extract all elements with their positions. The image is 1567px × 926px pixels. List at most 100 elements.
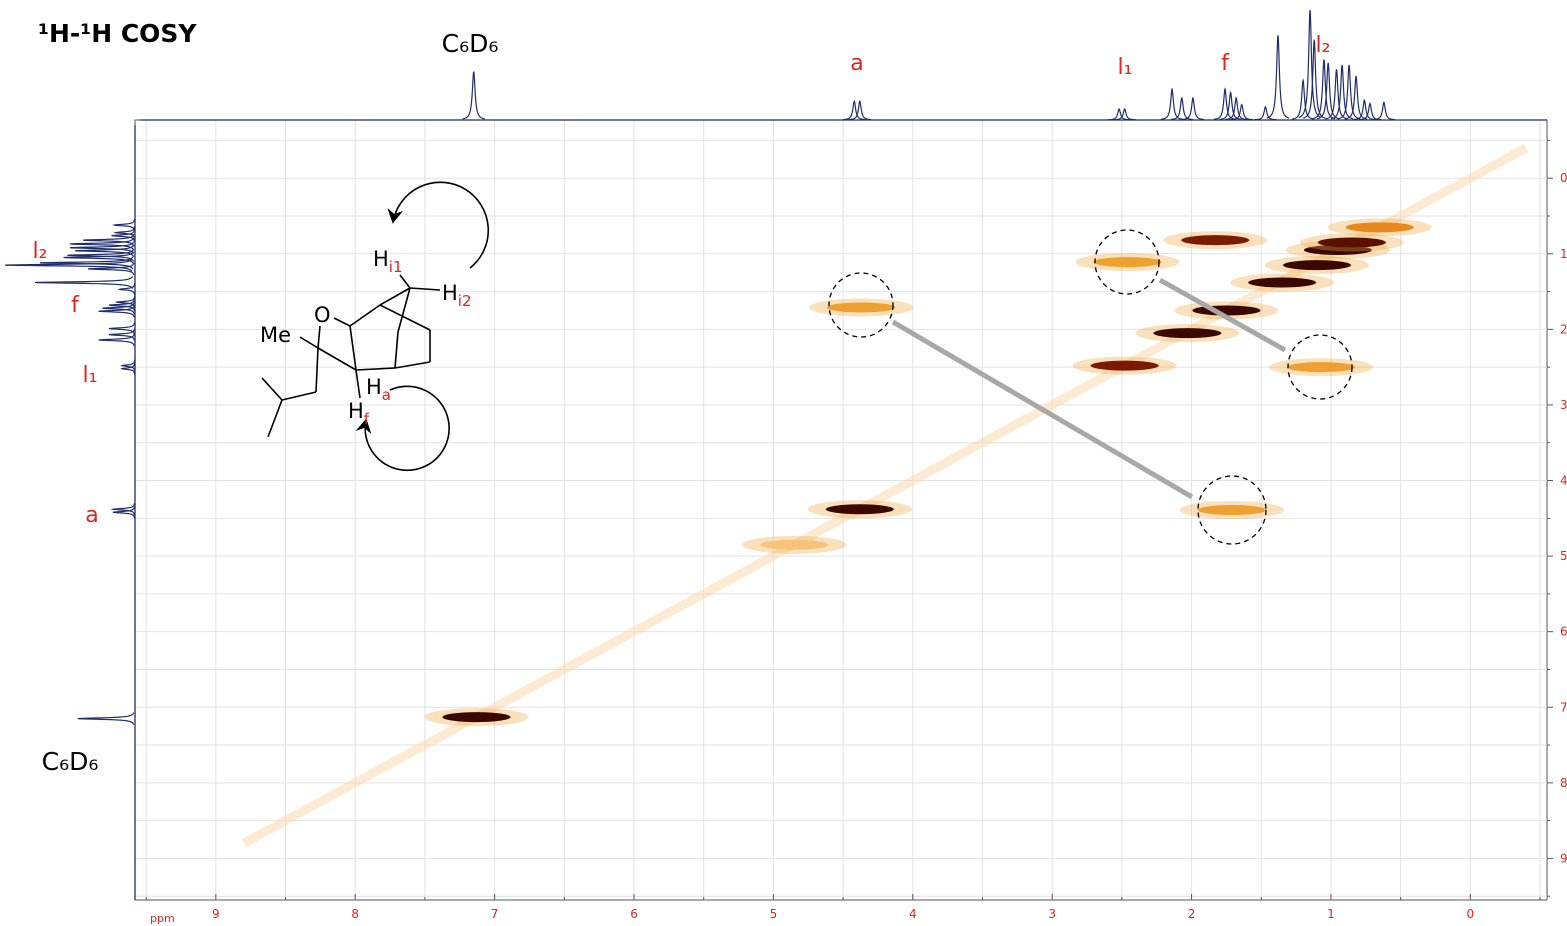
top-trace-peak xyxy=(848,100,872,121)
molecule xyxy=(261,181,490,472)
y-tick-label: 5 xyxy=(1560,549,1567,563)
peak xyxy=(442,712,511,723)
x-tick-label: 6 xyxy=(630,907,638,921)
top-trace-peak xyxy=(1213,87,1237,120)
connector xyxy=(891,319,1194,500)
top-trace-peak xyxy=(1107,108,1131,121)
peak-annotation: l₂ xyxy=(33,239,48,264)
left-trace-peak xyxy=(108,328,136,341)
top-trace-peak xyxy=(1254,105,1277,121)
top-trace-peak xyxy=(1337,64,1361,120)
y-tick-label: 1 xyxy=(1560,247,1567,261)
connector xyxy=(1158,277,1287,353)
x-tick-label: 8 xyxy=(351,907,359,921)
peak xyxy=(1317,237,1386,248)
top-trace-peak xyxy=(1353,98,1376,121)
atom-sub: i1 xyxy=(389,258,403,276)
left-trace-peak xyxy=(82,233,135,247)
atom-label: Ha xyxy=(366,375,391,404)
peak-annotation: a xyxy=(850,51,863,76)
top-trace-peak xyxy=(1266,35,1290,119)
atom-sub: i2 xyxy=(458,292,472,310)
peak-annotation: l₂ xyxy=(1316,33,1331,58)
top-trace-peak xyxy=(1160,87,1184,120)
top-trace-peak xyxy=(843,100,866,121)
peak xyxy=(1303,245,1372,255)
top-trace-peak xyxy=(1291,78,1315,120)
dashed-circle xyxy=(1287,334,1353,400)
peak-annotation: f xyxy=(71,293,80,318)
atom-symbol: H xyxy=(348,399,364,423)
peak xyxy=(760,539,829,550)
peak xyxy=(1093,257,1162,268)
y-tick-label: 7 xyxy=(1560,700,1567,714)
peak xyxy=(1192,305,1261,316)
top-trace-peak xyxy=(1113,108,1136,121)
x-tick-label: 1 xyxy=(1327,907,1335,921)
projections xyxy=(4,9,1547,900)
atom-symbol: H xyxy=(373,247,389,271)
top-trace-peak xyxy=(462,71,485,120)
atom-label: Hf xyxy=(348,399,370,428)
left-trace-peak xyxy=(69,237,135,251)
peak-annotation: C₆D₆ xyxy=(442,29,499,58)
peak xyxy=(1181,235,1250,246)
peak-annotation: f xyxy=(1221,51,1230,76)
left-trace-peak xyxy=(98,305,135,318)
atom-label: Hi2 xyxy=(442,281,472,310)
left-trace-peak xyxy=(117,283,136,296)
left-trace-peak xyxy=(75,244,135,258)
x-tick-label: 4 xyxy=(909,907,917,921)
dashed-circle xyxy=(1197,475,1267,545)
y-tick-label: 4 xyxy=(1560,474,1567,488)
y-tick-label: 3 xyxy=(1560,398,1567,412)
peak xyxy=(1283,260,1352,271)
left-trace-peak xyxy=(120,362,136,375)
left-trace-peak xyxy=(108,299,136,312)
left-trace-peak xyxy=(98,333,135,347)
peak xyxy=(825,504,894,515)
x-unit: ppm xyxy=(150,912,175,925)
top-trace-peak xyxy=(1170,96,1194,121)
atom-sub: a xyxy=(382,386,391,404)
x-tick-label: 3 xyxy=(1048,907,1056,921)
y-tick-label: 8 xyxy=(1560,776,1567,790)
molecule-label: O xyxy=(314,303,331,327)
y-tick-label: 9 xyxy=(1560,851,1567,865)
top-trace-peak xyxy=(1344,75,1368,120)
left-trace-peak xyxy=(88,262,135,276)
atom-symbol: H xyxy=(442,281,458,305)
peak xyxy=(1248,277,1317,288)
left-trace-peak xyxy=(34,276,134,289)
x-tick-label: 2 xyxy=(1188,907,1196,921)
top-trace-peak xyxy=(1181,96,1205,121)
left-trace-peak xyxy=(111,218,136,232)
top-trace-peak xyxy=(1325,69,1348,120)
top-trace-peak xyxy=(1224,96,1248,121)
y-tick-label: 0 xyxy=(1560,171,1567,185)
peak xyxy=(1287,362,1356,373)
atom-sub: f xyxy=(364,410,370,428)
dashed-circle xyxy=(828,272,894,338)
peak-annotation: l₁ xyxy=(83,363,98,388)
left-trace-peak xyxy=(120,359,136,372)
peak-annotation: a xyxy=(85,503,98,528)
peak xyxy=(1345,222,1414,233)
left-trace-peak xyxy=(114,296,136,309)
left-trace-peak xyxy=(63,251,134,264)
atom-label: Hi1 xyxy=(373,247,403,276)
top-trace-peak xyxy=(1372,101,1396,121)
peaks xyxy=(424,218,1432,727)
peak-annotation: l₁ xyxy=(1118,55,1133,80)
axes: 9 8 7 6 5 4 3 2 1 0 0 1 2 3 4 5 6 7 8 9 xyxy=(145,139,1567,921)
top-trace-peak xyxy=(1230,103,1253,121)
x-tick-label: 9 xyxy=(212,907,220,921)
top-trace-peak xyxy=(1219,90,1242,120)
dashed-circle xyxy=(1094,229,1160,295)
peak xyxy=(827,302,896,313)
chart-title: ¹H-¹H COSY xyxy=(38,19,197,48)
peak xyxy=(1153,328,1222,339)
left-trace-peak xyxy=(112,506,136,519)
y-tick-label: 6 xyxy=(1560,625,1567,639)
